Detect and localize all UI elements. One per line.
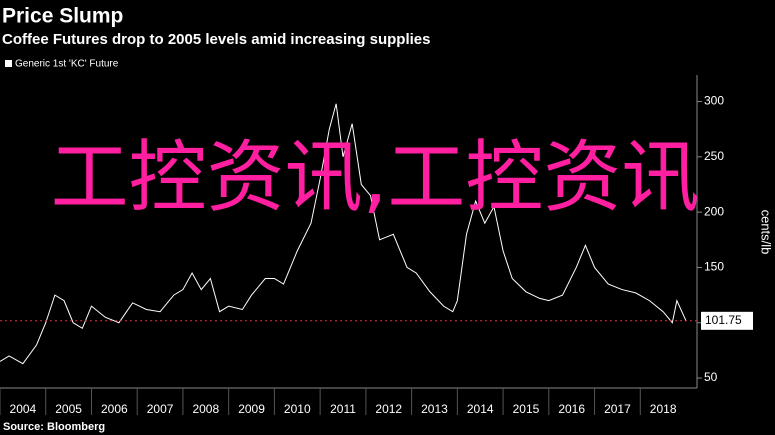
x-tick-label: 2008 xyxy=(192,402,219,416)
x-tick-label: 2017 xyxy=(604,402,631,416)
x-tick-label: 2007 xyxy=(147,402,174,416)
legend-swatch xyxy=(5,60,12,67)
y-tick-label: 300 xyxy=(704,94,724,108)
x-tick-label: 2005 xyxy=(55,402,82,416)
source: Source: Bloomberg xyxy=(3,421,105,433)
y-tick-label: 250 xyxy=(704,149,724,163)
x-tick-label: 2006 xyxy=(101,402,128,416)
x-tick-label: 2010 xyxy=(284,402,311,416)
x-tick-label: 2012 xyxy=(375,402,402,416)
x-tick-label: 2004 xyxy=(10,402,37,416)
y-tick-label: 150 xyxy=(704,260,724,274)
last-value-label: 101.75 xyxy=(705,313,742,327)
y-axis-label: cents/lb xyxy=(759,210,774,255)
x-tick-label: 2016 xyxy=(558,402,585,416)
chart-subtitle: Coffee Futures drop to 2005 levels amid … xyxy=(2,31,430,48)
x-tick-label: 2009 xyxy=(238,402,265,416)
chart-title: Price Slump xyxy=(2,5,123,28)
x-tick-label: 2018 xyxy=(650,402,677,416)
y-tick-label: 50 xyxy=(704,370,718,384)
data-line xyxy=(0,103,687,365)
x-tick-label: 2014 xyxy=(467,402,494,416)
last-value-box xyxy=(701,311,753,330)
legend-label: Generic 1st 'KC' Future xyxy=(15,59,119,70)
x-tick-label: 2013 xyxy=(421,402,448,416)
y-tick-label: 200 xyxy=(704,204,724,218)
x-tick-label: 2011 xyxy=(330,402,356,416)
x-tick-label: 2015 xyxy=(513,402,540,416)
